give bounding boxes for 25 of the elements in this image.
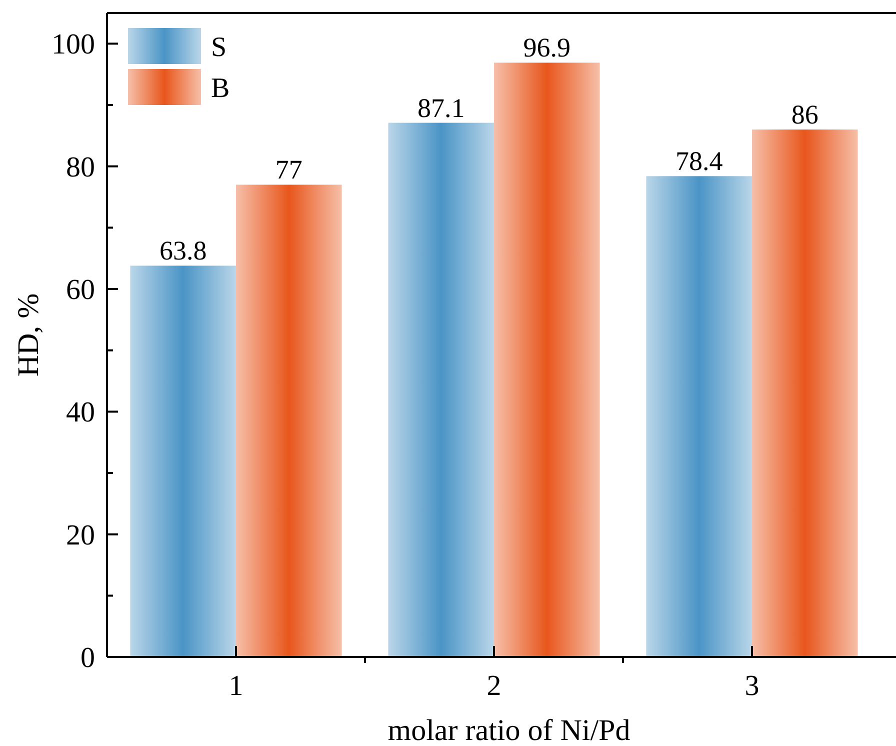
bar <box>752 130 858 657</box>
x-axis-title: molar ratio of Ni/Pd <box>388 714 630 746</box>
x-tick-label: 1 <box>228 670 244 702</box>
y-axis-title: HD, % <box>12 293 45 377</box>
legend-label: S <box>211 32 227 63</box>
bar <box>236 184 342 657</box>
data-label: 87.1 <box>417 92 465 123</box>
bar <box>494 62 600 657</box>
data-label: 86 <box>791 100 818 130</box>
y-tick-label: 0 <box>80 642 95 674</box>
data-label: 96.9 <box>523 32 571 63</box>
y-tick-label: 80 <box>66 151 95 184</box>
x-tick-label: 3 <box>744 670 760 702</box>
legend-label: B <box>211 73 230 104</box>
y-tick-label: 40 <box>66 396 95 429</box>
x-tick-label: 2 <box>486 670 502 702</box>
y-tick-label: 60 <box>66 274 95 306</box>
bar <box>130 266 236 657</box>
bar <box>388 122 494 657</box>
data-label: 63.8 <box>159 236 207 266</box>
data-label: 78.4 <box>675 146 724 176</box>
bar <box>646 176 752 657</box>
data-label: 77 <box>275 154 302 185</box>
y-tick-label: 100 <box>52 28 95 61</box>
y-tick-label: 20 <box>66 519 95 552</box>
